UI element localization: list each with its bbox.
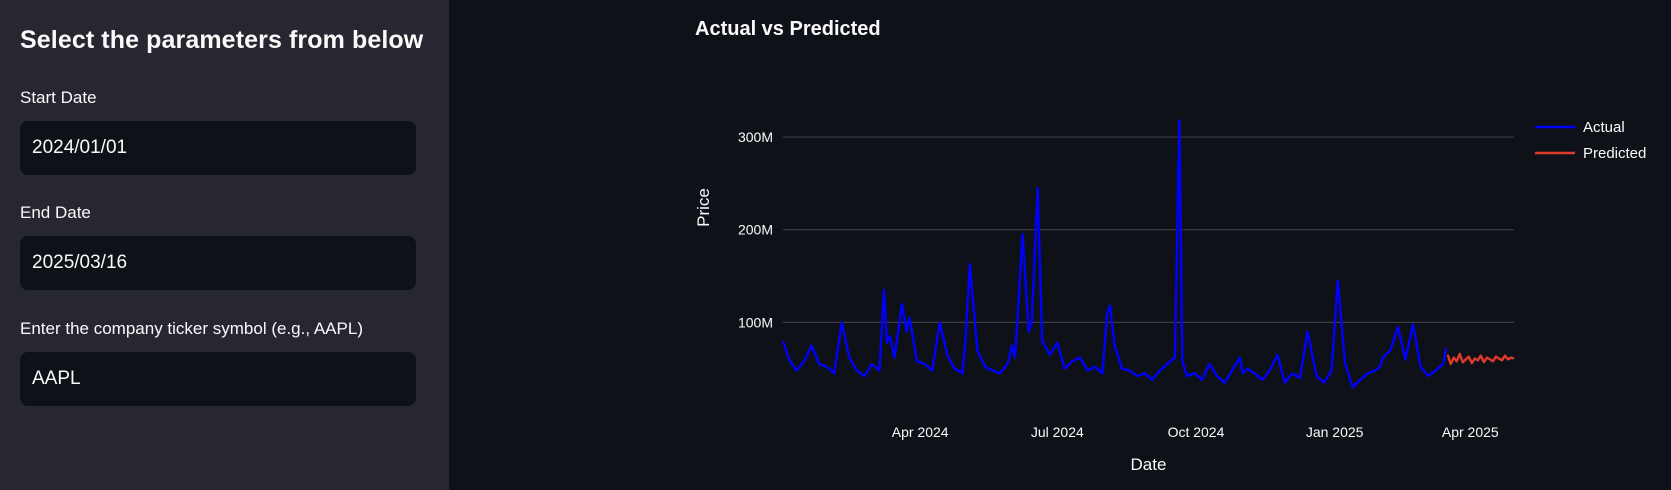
line-chart[interactable]: 100M 200M 300M Apr 2024 Jul 2024 Oct 2024 Jan …	[449, 0, 1671, 490]
x-tick-label: Apr 2024	[892, 424, 949, 440]
legend-label-predicted: Predicted	[1583, 145, 1646, 162]
y-axis-title: Price	[694, 188, 713, 227]
ticker-label: Enter the company ticker symbol (e.g., A…	[20, 319, 363, 338]
x-tick-label: Oct 2024	[1168, 424, 1225, 440]
x-tick-label: Apr 2025	[1442, 424, 1499, 440]
y-tick-label: 100M	[738, 314, 773, 330]
ticker-input[interactable]	[20, 352, 416, 406]
series-line-actual	[781, 119, 1448, 389]
legend-label-actual: Actual	[1583, 119, 1625, 136]
sidebar-heading: Select the parameters from below	[20, 26, 424, 54]
end-date-label: End Date	[20, 203, 91, 222]
y-tick-label: 200M	[738, 222, 773, 238]
start-date-input[interactable]	[20, 121, 416, 175]
x-axis-title: Date	[1131, 455, 1167, 474]
main-content: Actual vs Predicted 100M 200M 300M Apr 2024…	[449, 0, 1671, 490]
sidebar: Select the parameters from below Start D…	[0, 0, 449, 490]
x-tick-label: Jan 2025	[1306, 424, 1364, 440]
start-date-label: Start Date	[20, 88, 97, 107]
y-tick-label: 300M	[738, 129, 773, 145]
end-date-input[interactable]	[20, 236, 416, 290]
series-line-predicted	[1446, 352, 1515, 366]
x-tick-label: Jul 2024	[1031, 424, 1084, 440]
chart-title: Actual vs Predicted	[695, 18, 881, 40]
